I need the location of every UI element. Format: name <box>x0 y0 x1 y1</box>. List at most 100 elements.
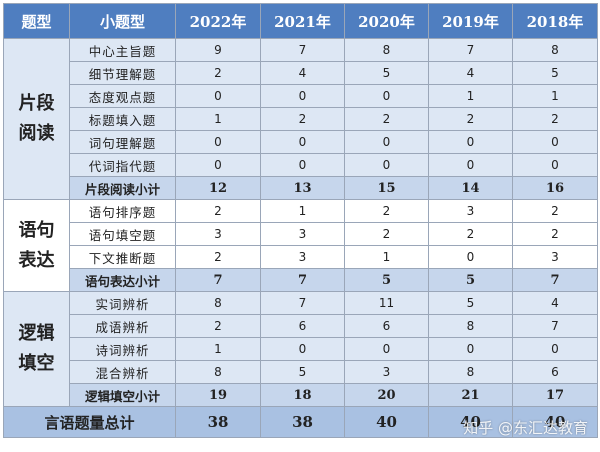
count-cell: 4 <box>428 61 513 85</box>
subtotal-cell: 18 <box>260 383 345 407</box>
subtype-label: 语句排序题 <box>69 199 176 223</box>
count-cell: 0 <box>175 84 261 108</box>
subtotal-cell: 7 <box>175 268 261 292</box>
count-cell: 0 <box>512 153 598 177</box>
count-cell: 1 <box>512 84 598 108</box>
count-cell: 2 <box>428 107 513 131</box>
count-cell: 5 <box>260 360 345 384</box>
count-cell: 2 <box>175 314 261 338</box>
table-row: 代词指代题 0 0 0 0 0 <box>4 153 598 177</box>
section-name-line1: 语句 <box>18 219 55 241</box>
count-cell: 0 <box>344 130 429 154</box>
subtotal-cell: 5 <box>428 268 513 292</box>
count-cell: 7 <box>428 38 513 62</box>
table-row: 片段 阅读 中心主旨题 9 7 8 7 8 <box>3 38 598 200</box>
count-cell: 0 <box>428 153 513 177</box>
table-row: 成语辨析 2 6 6 8 7 <box>4 314 598 338</box>
section-name-line2: 阅读 <box>18 123 55 144</box>
count-cell: 2 <box>512 199 598 223</box>
grand-total-cell: 38 <box>260 406 345 438</box>
count-cell: 6 <box>512 360 598 384</box>
subtotal-cell: 7 <box>260 268 345 292</box>
subtotal-cell: 7 <box>512 268 598 292</box>
count-cell: 7 <box>512 314 598 338</box>
count-cell: 5 <box>428 291 513 315</box>
table-row: 细节理解题 2 4 5 4 5 <box>4 61 598 85</box>
count-cell: 0 <box>344 153 429 177</box>
section-name-line2: 表达 <box>18 249 55 271</box>
count-cell: 1 <box>175 107 261 131</box>
count-cell: 2 <box>260 107 345 131</box>
count-cell: 3 <box>512 245 598 269</box>
count-cell: 9 <box>175 38 261 62</box>
table-row: 诗词辨析 1 0 0 0 0 <box>4 337 598 361</box>
subtotal-cell: 5 <box>344 268 429 292</box>
section-name: 语句 表达 <box>3 199 70 292</box>
grand-total-label: 言语题量总计 <box>3 406 176 438</box>
subtotal-label: 逻辑填空小计 <box>69 383 176 407</box>
count-cell: 0 <box>512 337 598 361</box>
header-subtype: 小题型 <box>69 3 176 39</box>
section-name-line2: 填空 <box>18 353 55 374</box>
subtype-label: 中心主旨题 <box>69 38 176 62</box>
grand-total-cell: 40 <box>512 406 598 438</box>
table-row: 标题填入题 1 2 2 2 2 <box>4 107 598 131</box>
subtotal-cell: 19 <box>175 383 261 407</box>
subtype-label: 标题填入题 <box>69 107 176 131</box>
grand-total-cell: 40 <box>344 406 429 438</box>
subtype-label: 细节理解题 <box>69 61 176 85</box>
subtotal-row: 语句表达小计 7 7 5 5 7 <box>4 268 598 292</box>
subtype-label: 态度观点题 <box>69 84 176 108</box>
count-cell: 2 <box>175 61 261 85</box>
count-cell: 8 <box>428 360 513 384</box>
count-cell: 8 <box>175 291 261 315</box>
count-cell: 0 <box>428 130 513 154</box>
count-cell: 0 <box>428 337 513 361</box>
count-cell: 0 <box>260 130 345 154</box>
subtype-label: 混合辨析 <box>69 360 176 384</box>
count-cell: 5 <box>344 61 429 85</box>
subtype-label: 词句理解题 <box>69 130 176 154</box>
table-row: 词句理解题 0 0 0 0 0 <box>4 130 598 154</box>
count-cell: 2 <box>512 107 598 131</box>
table-row: 混合辨析 8 5 3 8 6 <box>4 360 598 384</box>
count-cell: 0 <box>175 130 261 154</box>
subtype-label: 成语辨析 <box>69 314 176 338</box>
subtype-label: 诗词辨析 <box>69 337 176 361</box>
subtotal-label: 语句表达小计 <box>69 268 176 292</box>
count-cell: 3 <box>344 360 429 384</box>
count-cell: 2 <box>512 222 598 246</box>
count-cell: 3 <box>260 222 345 246</box>
count-cell: 0 <box>260 337 345 361</box>
count-cell: 1 <box>428 84 513 108</box>
count-cell: 0 <box>344 84 429 108</box>
count-cell: 5 <box>512 61 598 85</box>
count-cell: 2 <box>428 222 513 246</box>
subtotal-cell: 13 <box>260 176 345 200</box>
table-row: 下文推断题 2 3 1 0 3 <box>4 245 598 269</box>
header-year: 2020年 <box>344 3 429 39</box>
count-cell: 1 <box>344 245 429 269</box>
count-cell: 1 <box>260 199 345 223</box>
count-cell: 6 <box>260 314 345 338</box>
count-cell: 0 <box>260 153 345 177</box>
count-cell: 2 <box>344 107 429 131</box>
watermark: 知乎 @东汇达教育 <box>463 419 588 437</box>
subtotal-row: 逻辑填空小计 19 18 20 21 17 <box>4 383 598 407</box>
subtype-label: 下文推断题 <box>69 245 176 269</box>
count-cell: 6 <box>344 314 429 338</box>
header-type: 题型 <box>3 3 70 39</box>
subtotal-cell: 21 <box>428 383 513 407</box>
subtotal-cell: 17 <box>512 383 598 407</box>
count-cell: 3 <box>428 199 513 223</box>
header-year: 2018年 <box>512 3 598 39</box>
subtotal-cell: 16 <box>512 176 598 200</box>
grand-total-row: 言语题量总计 38 38 40 40 40 <box>3 406 598 438</box>
count-cell: 0 <box>344 337 429 361</box>
subtotal-cell: 12 <box>175 176 261 200</box>
table-row: 态度观点题 0 0 0 1 1 <box>4 84 598 108</box>
count-cell: 8 <box>175 360 261 384</box>
subtotal-label: 片段阅读小计 <box>69 176 176 200</box>
count-cell: 0 <box>512 130 598 154</box>
count-cell: 2 <box>344 222 429 246</box>
